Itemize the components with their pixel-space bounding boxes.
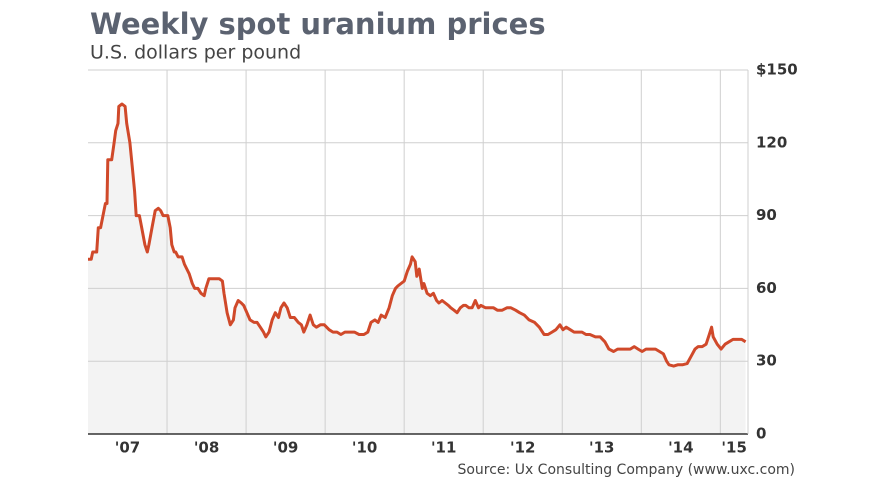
- source-note: Source: Ux Consulting Company (www.uxc.c…: [457, 462, 795, 478]
- y-tick-label: 0: [756, 425, 766, 443]
- chart-title: Weekly spot uranium prices: [90, 7, 546, 41]
- chart-subtitle: U.S. dollars per pound: [90, 42, 301, 64]
- x-tick-label: '09: [273, 439, 298, 457]
- y-tick-label: 120: [756, 133, 787, 151]
- grid-layer: [88, 69, 748, 435]
- price-line: [88, 102, 747, 368]
- x-tick-label: '11: [431, 439, 456, 457]
- area-layer: [88, 104, 746, 434]
- x-tick-label: '12: [510, 439, 535, 457]
- y-tick-label: 60: [756, 279, 777, 297]
- y-tick-label: $150: [756, 61, 798, 79]
- x-tick-label: '08: [194, 439, 219, 457]
- x-tick-label: '15: [721, 439, 746, 457]
- x-tick-label: '14: [668, 439, 693, 457]
- y-tick-label: 30: [756, 352, 777, 370]
- y-tick-label: 90: [756, 206, 777, 224]
- price-area: [88, 104, 746, 434]
- x-tick-label: '07: [115, 439, 140, 457]
- x-tick-label: '13: [589, 439, 614, 457]
- x-tick-label: '10: [352, 439, 377, 457]
